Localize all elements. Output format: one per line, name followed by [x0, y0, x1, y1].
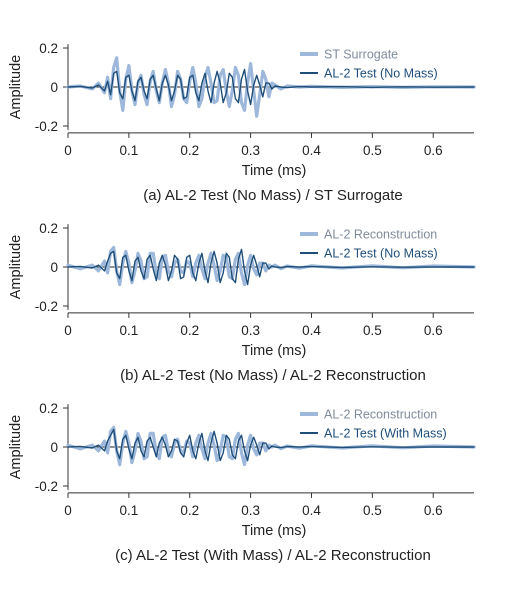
legend-label-1: ST Surrogate [324, 48, 398, 62]
series-line-2 [67, 248, 475, 286]
x-tick-label: 0.4 [302, 503, 321, 518]
series-line-2 [67, 68, 475, 106]
y-tick-label: 0.2 [39, 221, 58, 236]
x-tick-label: 0.5 [363, 143, 382, 158]
y-axis-label: Amplitude [8, 415, 24, 479]
x-tick-label: 0.2 [180, 503, 199, 518]
x-tick-label: 0.3 [241, 323, 260, 338]
series-line-1 [66, 425, 476, 467]
x-tick-label: 0.3 [241, 143, 260, 158]
x-tick-label: 0.1 [119, 323, 138, 338]
y-tick-label: -0.2 [35, 479, 58, 494]
legend-label-1: AL-2 Reconstruction [324, 228, 437, 242]
x-axis-label: Time (ms) [242, 523, 307, 539]
y-tick-label: -0.2 [35, 299, 58, 314]
legend-label-1: AL-2 Reconstruction [324, 408, 437, 422]
chart-panel-1: 0.2 0 -0.2 Amplitude 0 0.1 0.2 0.3 0.4 0.5 0.6 Time… [8, 41, 476, 204]
y-tick-label: -0.2 [35, 119, 58, 134]
x-tick-label: 0.6 [424, 323, 443, 338]
y-tick-label: 0.2 [39, 401, 58, 416]
x-tick-label: 0.5 [363, 323, 382, 338]
x-tick-label: 0.6 [424, 143, 443, 158]
x-axis-label: Time (ms) [242, 343, 307, 359]
x-axis-label: Time (ms) [242, 163, 307, 179]
chart-panel-2: 0.2 0 -0.2 Amplitude 0 0.1 0.2 0.3 0.4 0.5 0.6 Time… [8, 221, 476, 384]
x-tick-label: 0.2 [180, 143, 199, 158]
series-line-1 [66, 245, 476, 287]
x-tick-label: 0.4 [302, 323, 321, 338]
x-tick-label: 0.1 [119, 503, 138, 518]
y-tick-label: 0 [50, 440, 58, 455]
x-tick-label: 0 [64, 143, 72, 158]
x-tick-label: 0.1 [119, 143, 138, 158]
x-tick-label: 0.4 [302, 143, 321, 158]
y-axis-label: Amplitude [8, 55, 24, 119]
series-line-2 [67, 428, 475, 462]
chart-caption: (a) AL-2 Test (No Mass) / ST Surrogate [143, 187, 403, 204]
legend-label-2: AL-2 Test (No Mass) [324, 67, 438, 81]
chart-caption: (c) AL-2 Test (With Mass) / AL-2 Reconst… [115, 547, 431, 564]
y-tick-label: 0.2 [39, 41, 58, 56]
x-tick-label: 0.5 [363, 503, 382, 518]
x-tick-label: 0 [64, 503, 72, 518]
chart-panel-3: 0.2 0 -0.2 Amplitude 0 0.1 0.2 0.3 0.4 0.5 0.6 Time… [8, 401, 476, 564]
chart-caption: (b) AL-2 Test (No Mass) / AL-2 Reconstru… [120, 367, 426, 384]
x-tick-label: 0 [64, 323, 72, 338]
y-tick-label: 0 [50, 260, 58, 275]
y-tick-label: 0 [50, 80, 58, 95]
x-tick-label: 0.3 [241, 503, 260, 518]
series-line-1 [66, 56, 476, 118]
legend-label-2: AL-2 Test (With Mass) [324, 427, 447, 441]
y-axis-label: Amplitude [8, 235, 24, 299]
x-tick-label: 0.6 [424, 503, 443, 518]
x-tick-label: 0.2 [180, 323, 199, 338]
legend-label-2: AL-2 Test (No Mass) [324, 247, 438, 261]
